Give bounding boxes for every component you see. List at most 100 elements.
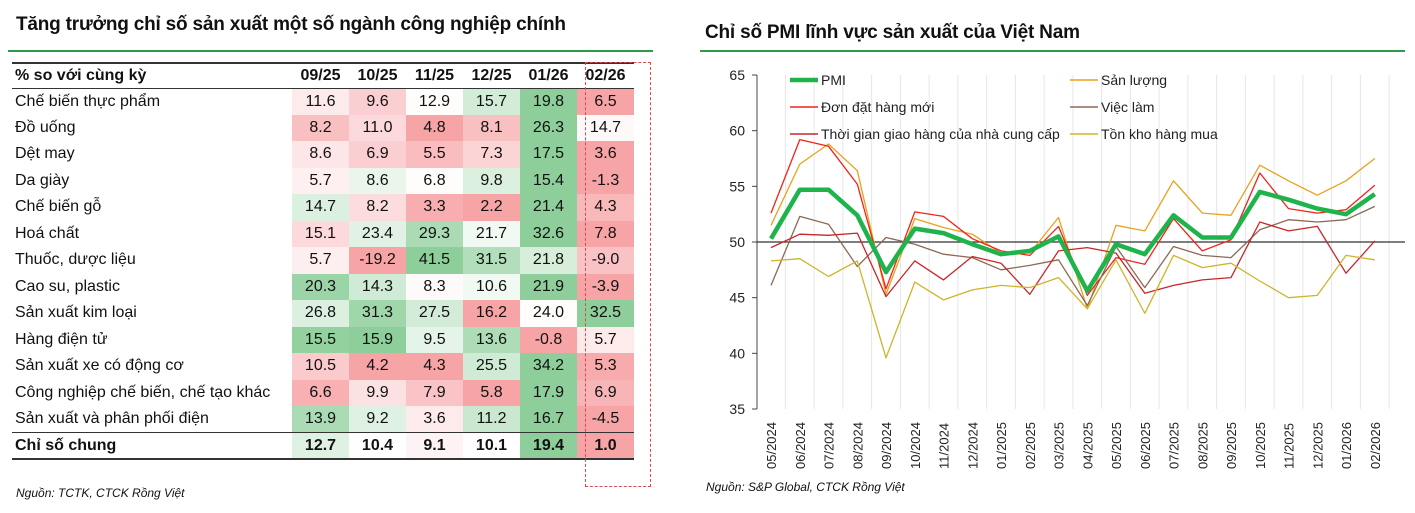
- industry-growth-table: % so với cùng kỳ 09/25 10/25 11/25 12/25 01/2…: [12, 62, 634, 460]
- cell-value: 7.8: [577, 220, 634, 247]
- x-tick-label: 08/2024: [850, 422, 865, 469]
- cell-value: 4.2: [349, 353, 406, 380]
- row-label: Chế biến thực phẩm: [15, 92, 161, 110]
- cell-value: 21.8: [520, 247, 577, 274]
- row-label: Sản xuất kim loại: [15, 304, 137, 322]
- y-tick-label: 60: [729, 123, 745, 139]
- column-header: 12/25: [463, 62, 520, 89]
- chart-title: Chỉ số PMI lĩnh vực sản xuất của Việt Na…: [705, 22, 1080, 43]
- row-label: Hoá chất: [15, 224, 80, 242]
- x-tick-label: 01/2026: [1339, 422, 1354, 469]
- cell-value: 4.3: [577, 194, 634, 221]
- x-tick-label: 10/2024: [908, 422, 923, 469]
- table-title: Tăng trưởng chỉ số sản xuất một số ngành…: [16, 14, 566, 35]
- cell-value: 9.6: [349, 88, 406, 115]
- cell-value: 8.3: [406, 274, 463, 301]
- legend-label: Đơn đặt hàng mới: [821, 99, 934, 115]
- header-label: % so với cùng kỳ: [12, 62, 292, 89]
- cell-value: 31.3: [349, 300, 406, 327]
- cell-value: 26.8: [292, 300, 349, 327]
- cell-value: 41.5: [406, 247, 463, 274]
- table-row: Sản xuất và phân phối điện 13.9 9.2 3.6 11.2…: [12, 406, 634, 433]
- cell-value: 6.9: [577, 379, 634, 406]
- x-tick-label: 02/2026: [1368, 422, 1383, 469]
- table-row: Công nghiệp chế biến, chế tạo khác 6.6 9.9…: [12, 379, 634, 406]
- series-line-3: [770, 221, 1376, 298]
- table-row: Dệt may 8.6 6.9 5.5 7.3 17.5 3.6: [12, 141, 634, 168]
- cell-value: -4.5: [577, 406, 634, 433]
- x-tick-label: 03/2025: [1052, 422, 1067, 469]
- table-row: Thuốc, dược liệu 5.7 -19.2 41.5 31.5 21.8 -9.0: [12, 247, 634, 274]
- cell-value: 4.3: [406, 353, 463, 380]
- cell-value: 29.3: [406, 220, 463, 247]
- cell-value: 15.4: [520, 167, 577, 194]
- cell-value: 3.6: [406, 406, 463, 433]
- cell-value: 15.5: [292, 326, 349, 353]
- cell-value: 8.6: [292, 141, 349, 168]
- cell-value: 3.6: [577, 141, 634, 168]
- total-value: 12.7: [292, 432, 349, 460]
- cell-value: 21.7: [463, 220, 520, 247]
- title-divider: [700, 50, 1405, 52]
- cell-value: 24.0: [532, 304, 565, 322]
- x-tick-label: 09/2025: [1224, 422, 1239, 469]
- legend-label: Sản lượng: [1101, 72, 1167, 88]
- x-tick-label: 08/2025: [1195, 422, 1210, 469]
- table-row: Hoá chất 15.1 23.4 29.3 21.7 32.6 7.8: [12, 220, 634, 247]
- column-header: 01/26: [520, 62, 577, 89]
- cell-value: 11.6: [292, 88, 349, 115]
- cell-value: 21.9: [520, 273, 577, 300]
- y-tick-label: 65: [729, 67, 745, 83]
- cell-value: -9.0: [577, 247, 634, 274]
- cell-value: 27.5: [406, 300, 463, 327]
- cell-value: 16.2: [463, 300, 520, 327]
- cell-value: 12.9: [418, 92, 451, 110]
- x-tick-label: 09/2024: [879, 422, 894, 469]
- total-value: 9.1: [406, 432, 463, 460]
- chart-source: Nguồn: S&P Global, CTCK Rồng Việt: [706, 480, 905, 494]
- table-row: Sản xuất kim loại 26.8 31.3 27.5 16.2 24.0 32.…: [12, 300, 634, 327]
- y-tick-label: 45: [729, 290, 745, 306]
- x-tick-label: 04/2025: [1080, 422, 1095, 469]
- row-label: Đồ uống: [15, 118, 76, 136]
- cell-value: 7.9: [406, 379, 463, 406]
- y-tick-label: 50: [729, 234, 745, 250]
- cell-value: 9.2: [349, 406, 406, 433]
- cell-value: 5.7: [292, 167, 349, 194]
- cell-value: 9.5: [406, 326, 463, 353]
- row-label: Hàng điện tử: [15, 330, 108, 348]
- cell-value: 8.6: [349, 167, 406, 194]
- x-tick-label: 06/2024: [793, 422, 808, 469]
- cell-value: 6.9: [349, 141, 406, 168]
- x-tick-label: 07/2025: [1167, 422, 1182, 469]
- column-header: 09/25: [292, 62, 349, 89]
- row-label: Dệt may: [15, 145, 75, 163]
- x-tick-label: 06/2025: [1138, 422, 1153, 469]
- row-label: Cao su, plastic: [15, 277, 120, 295]
- row-label: Công nghiệp chế biến, chế tạo khác: [15, 383, 271, 401]
- y-tick-label: 35: [729, 401, 745, 417]
- cell-value: 32.5: [577, 300, 634, 327]
- cell-value: 7.3: [463, 141, 520, 168]
- total-label: Chỉ số chung: [12, 432, 292, 460]
- cell-value: 14.7: [292, 194, 349, 221]
- cell-value: 5.5: [406, 141, 463, 168]
- table-row: Da giày 5.7 8.6 6.8 9.8 15.4 -1.3: [12, 167, 634, 194]
- cell-value: 14.7: [577, 114, 634, 141]
- series-line-4: [770, 254, 1375, 359]
- table-row: Cao su, plastic 20.3 14.3 8.3 10.6 21.9 -3.9: [12, 273, 634, 301]
- series-line-2: [770, 205, 1376, 307]
- x-tick-label: 05/2025: [1109, 422, 1124, 469]
- total-value: 10.4: [349, 432, 406, 460]
- cell-value: 15.9: [349, 326, 406, 353]
- row-label: Sản xuất xe có động cơ: [15, 357, 184, 375]
- cell-value: 17.9: [520, 379, 577, 406]
- row-label: Thuốc, dược liệu: [15, 251, 136, 269]
- column-header: 02/26: [577, 62, 634, 89]
- legend-label: Việc làm: [1101, 99, 1154, 115]
- total-row: Chỉ số chung 12.7 10.4 9.1 10.1 19.4 1.0: [12, 432, 634, 460]
- cell-value: 5.7: [292, 247, 349, 274]
- table-source: Nguồn: TCTK, CTCK Rồng Việt: [16, 486, 185, 500]
- cell-value: 15.7: [463, 88, 520, 115]
- cell-value: -3.9: [577, 273, 634, 300]
